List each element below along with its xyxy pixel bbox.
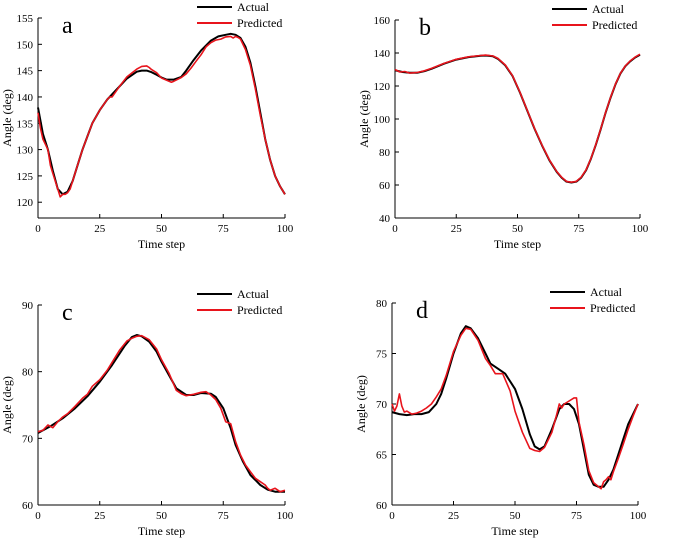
panel-a-y-tick-label: 125: [17, 171, 34, 183]
panel-d-x-tick-label: 50: [510, 510, 522, 522]
panel-a-y-tick-label: 130: [17, 145, 34, 157]
panel-d-y-tick-label: 65: [376, 450, 388, 462]
panel-d-x-axis-title: Time step: [491, 524, 538, 538]
panel-b-y-tick-label: 120: [374, 81, 391, 93]
panel-b-x-tick-label: 0: [392, 223, 398, 235]
panel-c-x-tick-label: 50: [156, 510, 168, 522]
panel-a-y-tick-label: 120: [17, 197, 34, 209]
panel-a-x-tick-label: 0: [35, 223, 41, 235]
panel-b-panel-label: b: [419, 15, 431, 41]
panel-a-series-predicted: [37, 35, 286, 198]
panel-b-y-axis-title: Angle (deg): [357, 90, 371, 148]
panel-d-panel-label: d: [416, 298, 428, 324]
panel-a-x-tick-label: 100: [277, 223, 294, 235]
panel-d-y-tick-label: 60: [376, 500, 388, 512]
panel-a-y-tick-label: 140: [17, 92, 34, 104]
panel-b-y-tick-label: 160: [374, 15, 391, 27]
panel-d-y-tick-label: 80: [376, 298, 388, 310]
panel-a-x-tick-label: 25: [94, 223, 106, 235]
panel-b-x-tick-label: 75: [573, 223, 585, 235]
panel-d-series-predicted: [391, 327, 639, 490]
panel-c-panel-label: c: [62, 300, 73, 326]
panel-c-y-tick-label: 70: [22, 433, 34, 445]
panel-d-legend-label-predicted: Predicted: [590, 301, 635, 315]
panel-a-legend-label-predicted: Predicted: [237, 16, 282, 30]
panel-d-x-tick-label: 75: [571, 510, 583, 522]
panel-c-chart: 0 25 50 75 100 60 70 80 90 Time step Angle (deg) c A…: [0, 287, 294, 538]
panel-c-legend-label-predicted: Predicted: [237, 303, 282, 317]
panel-b-y-tick-label: 40: [379, 213, 391, 225]
panel-a-chart: 0 25 50 75 100 120 125 130 135 140 145 150 155 Time s…: [0, 0, 294, 251]
panel-b-x-axis-title: Time step: [494, 237, 541, 251]
panel-b-legend-label-actual: Actual: [592, 2, 625, 16]
panel-a-y-tick-label: 150: [17, 39, 34, 51]
panel-c-x-tick-label: 0: [35, 510, 41, 522]
panel-d-x-tick-label: 0: [389, 510, 395, 522]
panel-a-legend-label-actual: Actual: [237, 0, 270, 14]
panel-b-y-tick-label: 100: [374, 114, 391, 126]
panel-b-y-tick-label: 60: [379, 180, 391, 192]
panel-b-y-tick-label: 140: [374, 48, 391, 60]
panel-c-legend-label-actual: Actual: [237, 287, 270, 301]
panel-d-y-tick-label: 75: [376, 349, 388, 361]
panel-b-x-tick-label: 100: [632, 223, 649, 235]
panel-c-y-tick-label: 60: [22, 500, 34, 512]
panel-d-x-tick-label: 25: [448, 510, 460, 522]
panel-c-x-axis-title: Time step: [138, 524, 185, 538]
panel-b-series-predicted: [394, 53, 641, 183]
panel-a-y-tick-label: 155: [17, 13, 34, 25]
panel-b-legend-label-predicted: Predicted: [592, 18, 637, 32]
panel-c-y-tick-label: 90: [22, 300, 34, 312]
panel-d-x-tick-label: 100: [630, 510, 647, 522]
panel-d-y-tick-label: 70: [376, 399, 388, 411]
panel-b-y-tick-label: 80: [379, 147, 391, 159]
panel-c-series-predicted: [37, 334, 286, 493]
panel-c-y-tick-label: 80: [22, 367, 34, 379]
panel-a-x-axis-title: Time step: [138, 237, 185, 251]
panel-b-chart: 0 25 50 75 100 40 60 80 100 120 140 160 Time step Ang…: [357, 2, 649, 251]
panel-c-x-tick-label: 25: [94, 510, 106, 522]
panel-a-x-tick-label: 75: [218, 223, 230, 235]
panel-d-y-axis-title: Angle (deg): [354, 375, 368, 433]
panel-b-x-tick-label: 50: [512, 223, 524, 235]
panel-b-x-tick-label: 25: [451, 223, 463, 235]
panel-a-y-tick-label: 145: [17, 66, 34, 78]
panel-d-legend-label-actual: Actual: [590, 285, 623, 299]
panel-c-x-tick-label: 100: [277, 510, 294, 522]
panel-a-y-axis-title: Angle (deg): [0, 89, 14, 147]
panel-d-series-actual: [391, 325, 639, 488]
panel-d-chart: 0 25 50 75 100 60 65 70 75 80 Time step Angle (deg)…: [354, 285, 647, 538]
panel-a-x-tick-label: 50: [156, 223, 168, 235]
panel-c-x-tick-label: 75: [218, 510, 230, 522]
panel-a-y-tick-label: 135: [17, 118, 34, 130]
panel-c-y-axis-title: Angle (deg): [0, 376, 14, 434]
panel-a-panel-label: a: [62, 13, 73, 39]
